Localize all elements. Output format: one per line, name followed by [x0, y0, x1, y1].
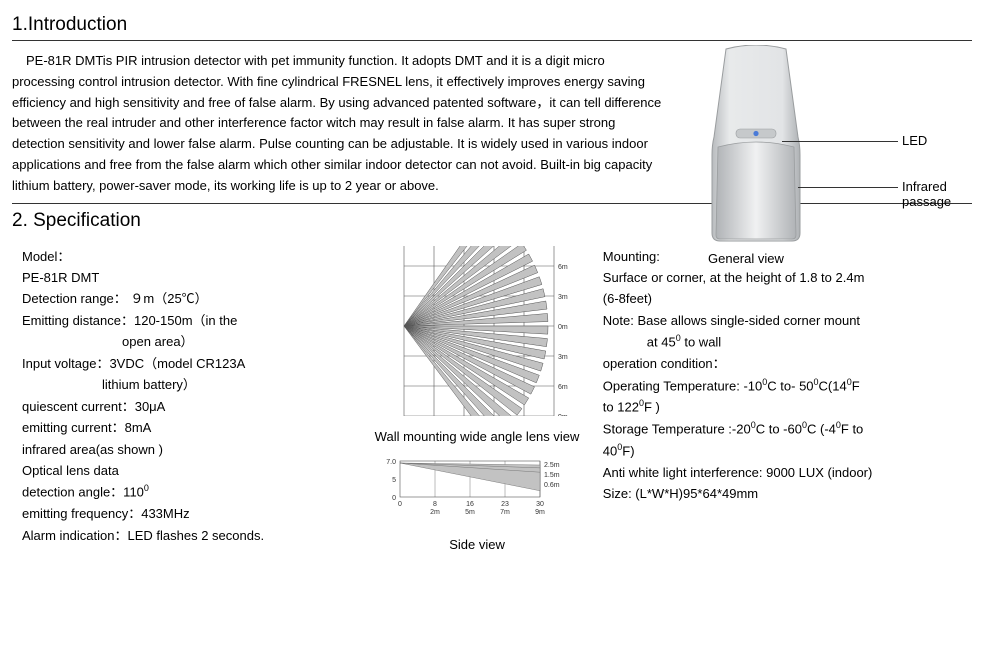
- svg-text:6m: 6m: [558, 384, 568, 391]
- svg-text:7.0: 7.0: [386, 459, 396, 466]
- spec-line: Storage Temperature :-200C to -600C (-40…: [603, 418, 972, 440]
- svg-text:2.5m: 2.5m: [544, 462, 560, 469]
- svg-text:0: 0: [398, 501, 402, 508]
- led-leader-line: [782, 141, 898, 142]
- spec-mid-col: 02m4m6m8m9m6m3m0m3m6m9m Wall mounting wi…: [361, 246, 593, 556]
- svg-text:9m: 9m: [558, 414, 568, 416]
- intro-row: PE-81R DMTis PIR intrusion detector with…: [12, 51, 972, 197]
- spec-line: operation condition：: [603, 353, 972, 374]
- svg-text:30: 30: [536, 501, 544, 508]
- spec-line: Alarm indication：LED flashes 2 seconds.: [22, 525, 351, 546]
- spec-line: Operating Temperature: -100C to- 500C(14…: [603, 375, 972, 397]
- section-2-title: 2. Specification: [12, 210, 972, 236]
- svg-text:0m: 0m: [558, 324, 568, 331]
- svg-text:8: 8: [433, 501, 437, 508]
- spec-line: Detection range： ９m（25℃）: [22, 288, 351, 309]
- intro-text: PE-81R DMTis PIR intrusion detector with…: [12, 51, 662, 197]
- svg-text:2m: 2m: [430, 509, 440, 516]
- svg-text:0.6m: 0.6m: [544, 482, 560, 489]
- spec-row: Model： PE-81R DMT Detection range： ９m（25…: [12, 246, 972, 556]
- divider: [12, 203, 972, 204]
- spec-line: Input voltage：3VDC（model CR123A: [22, 353, 351, 374]
- svg-text:0: 0: [392, 495, 396, 502]
- section-1-title: 1.Introduction: [12, 14, 972, 41]
- spec-line: infrared area(as shown ): [22, 439, 351, 460]
- side-view-diagram: 7.0 5 00 8 16 23 30 2m 5m 7m 9m 2.5m 1.5m 0.6m: [372, 453, 582, 523]
- spec-line: Model：: [22, 246, 351, 267]
- svg-text:5m: 5m: [465, 509, 475, 516]
- spec-left-col: Model： PE-81R DMT Detection range： ９m（25…: [12, 246, 351, 556]
- spec-right-col: Mounting: Surface or corner, at the heig…: [603, 246, 972, 556]
- spec-line: emitting current：8mA: [22, 417, 351, 438]
- svg-text:23: 23: [501, 501, 509, 508]
- svg-text:1.5m: 1.5m: [544, 472, 560, 479]
- device-illustration: [696, 45, 816, 245]
- spec-line: to 1220F ): [603, 396, 972, 418]
- spec-line: Note: Base allows single-sided corner mo…: [603, 310, 972, 331]
- top-diagram-caption: Wall mounting wide angle lens view: [361, 426, 593, 447]
- svg-text:3m: 3m: [558, 294, 568, 301]
- spec-line: Mounting:: [603, 246, 972, 267]
- general-view-label: General view: [708, 251, 784, 266]
- svg-text:3m: 3m: [558, 354, 568, 361]
- top-view-diagram: 02m4m6m8m9m6m3m0m3m6m9m: [372, 246, 582, 416]
- spec-line: at 450 to wall: [603, 331, 972, 353]
- spec-line: Optical lens data: [22, 460, 351, 481]
- infrared-leader-line: [798, 187, 898, 188]
- side-diagram-caption: Side view: [361, 534, 593, 555]
- spec-line: lithium battery）: [22, 374, 351, 395]
- svg-text:16: 16: [466, 501, 474, 508]
- spec-line: PE-81R DMT: [22, 267, 351, 288]
- spec-line: Emitting distance：120-150m（in the: [22, 310, 351, 331]
- spec-line: quiescent current：30μA: [22, 396, 351, 417]
- device-area: LED Infrared passage General view: [672, 51, 972, 197]
- spec-line: Anti white light interference: 9000 LUX …: [603, 462, 972, 483]
- svg-text:5: 5: [392, 477, 396, 484]
- svg-text:7m: 7m: [500, 509, 510, 516]
- svg-text:9m: 9m: [535, 509, 545, 516]
- spec-line: 400F): [603, 440, 972, 462]
- spec-line: emitting frequency：433MHz: [22, 503, 351, 524]
- svg-text:6m: 6m: [558, 264, 568, 271]
- spec-line: detection angle：1100: [22, 481, 351, 503]
- led-label: LED: [902, 133, 927, 148]
- spec-line: Size: (L*W*H)95*64*49mm: [603, 483, 972, 504]
- spec-line: open area）: [22, 331, 351, 352]
- infrared-label: Infrared passage: [902, 179, 972, 209]
- spec-line: Surface or corner, at the height of 1.8 …: [603, 267, 972, 288]
- spec-line: (6-8feet): [603, 288, 972, 309]
